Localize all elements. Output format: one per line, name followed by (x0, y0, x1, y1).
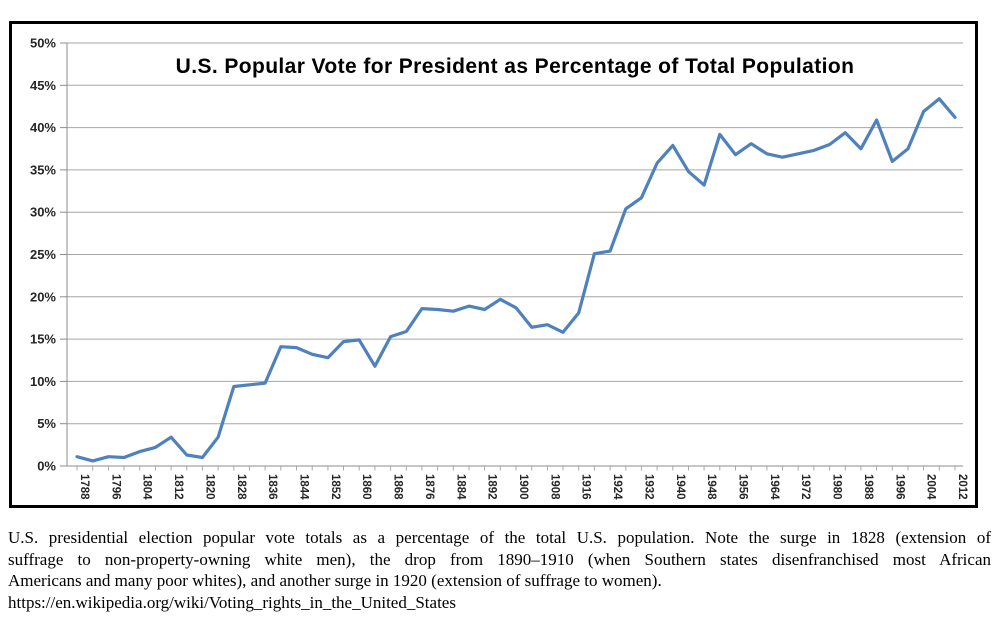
x-axis-labels: 1788 1796 1804 1812 1820 1828 1836 1844 1852 1860… (78, 474, 968, 500)
chart-title: U.S. Popular Vote for President as Perce… (176, 55, 855, 78)
svg-text:50%: 50% (30, 36, 56, 51)
svg-text:1980: 1980 (831, 474, 843, 500)
svg-text:1860: 1860 (360, 474, 372, 500)
svg-text:5%: 5% (37, 416, 56, 431)
svg-text:1932: 1932 (642, 474, 654, 500)
svg-text:30%: 30% (30, 205, 56, 220)
svg-text:1956: 1956 (737, 474, 749, 500)
svg-text:1900: 1900 (517, 474, 529, 500)
svg-text:10%: 10% (30, 374, 56, 389)
svg-text:1988: 1988 (862, 474, 874, 500)
svg-text:40%: 40% (30, 120, 56, 135)
svg-text:1852: 1852 (329, 474, 341, 500)
svg-text:1892: 1892 (486, 474, 498, 500)
svg-text:1820: 1820 (203, 474, 215, 500)
x-tick-marks (76, 466, 956, 471)
svg-text:1788: 1788 (78, 474, 90, 500)
svg-text:1916: 1916 (580, 474, 592, 500)
svg-text:1812: 1812 (172, 474, 184, 500)
svg-text:1844: 1844 (298, 474, 310, 500)
source-url: https://en.wikipedia.org/wiki/Voting_rig… (8, 592, 456, 612)
popular-vote-data-line (75, 97, 957, 463)
svg-text:1828: 1828 (235, 474, 247, 500)
chart-caption: U.S. presidential election popular vote … (8, 527, 991, 613)
svg-text:1868: 1868 (392, 474, 404, 500)
line-chart-plot: U.S. Popular Vote for President as Perce… (30, 36, 968, 501)
svg-text:1884: 1884 (454, 474, 466, 500)
svg-text:1796: 1796 (109, 474, 121, 500)
svg-text:15%: 15% (30, 332, 56, 347)
svg-text:2004: 2004 (925, 474, 937, 500)
svg-text:1948: 1948 (705, 474, 717, 500)
caption-line-3: Americans and many poor whites), and ano… (8, 571, 662, 590)
svg-text:1972: 1972 (799, 474, 811, 500)
svg-text:1924: 1924 (611, 474, 623, 500)
svg-text:2012: 2012 (956, 474, 968, 500)
svg-text:1876: 1876 (423, 474, 435, 500)
y-axis-labels: 0% 5% 10% 15% 20% 25% 30% 35% 40% 45% 50% (30, 36, 56, 474)
svg-text:45%: 45% (30, 78, 56, 93)
svg-text:1804: 1804 (141, 474, 153, 500)
svg-text:1996: 1996 (893, 474, 905, 500)
svg-text:20%: 20% (30, 289, 56, 304)
caption-line-2: suffrage to non-property-owning white me… (8, 549, 991, 569)
caption-line-1: U.S. presidential election popular vote … (8, 528, 991, 547)
chart-frame: U.S. Popular Vote for President as Perce… (9, 21, 978, 508)
svg-text:1964: 1964 (768, 474, 780, 500)
svg-text:1940: 1940 (674, 474, 686, 500)
y-tick-marks (60, 42, 67, 467)
svg-text:0%: 0% (37, 459, 56, 474)
svg-text:25%: 25% (30, 247, 56, 262)
svg-text:1908: 1908 (548, 474, 560, 500)
svg-text:1836: 1836 (266, 474, 278, 500)
y-gridlines (67, 42, 963, 467)
svg-text:35%: 35% (30, 162, 56, 177)
